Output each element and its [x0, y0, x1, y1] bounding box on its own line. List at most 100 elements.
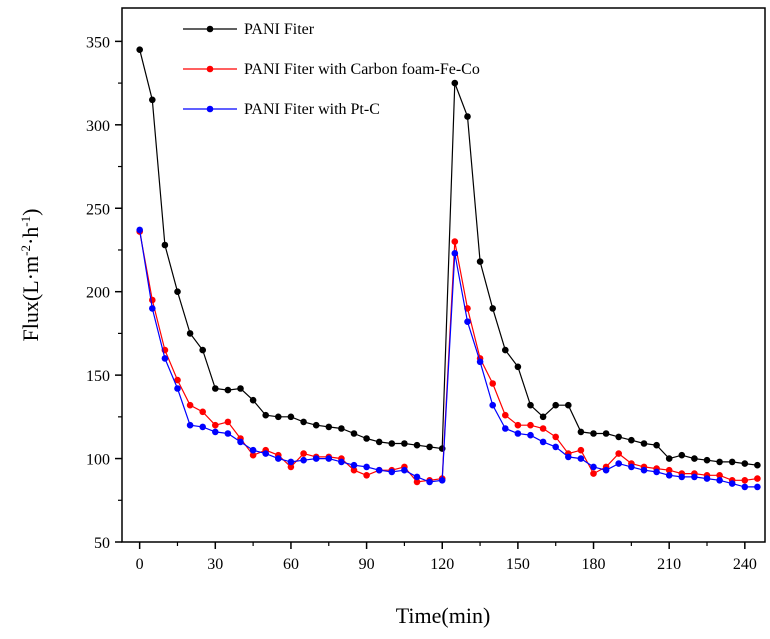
data-point [628, 463, 635, 471]
data-point [149, 96, 156, 104]
data-point [237, 438, 244, 446]
data-point [653, 468, 660, 476]
data-point [728, 480, 736, 487]
data-point [678, 451, 686, 459]
y-tick-label: 200 [86, 285, 110, 302]
data-point [312, 421, 320, 429]
data-point [287, 463, 295, 471]
data-point [161, 355, 169, 362]
data-point [703, 475, 711, 482]
data-point [212, 421, 219, 429]
data-point [565, 401, 572, 409]
data-point [249, 451, 257, 459]
data-point [552, 401, 559, 409]
y-tick-label: 100 [86, 452, 110, 469]
data-point [350, 466, 358, 474]
data-point [476, 358, 484, 366]
data-point [149, 305, 156, 312]
data-point [716, 477, 723, 484]
y-axis-title: Flux(L·m-2·h-1) [18, 209, 43, 342]
data-point [615, 460, 622, 467]
data-point [350, 430, 358, 437]
y-tick-label: 250 [86, 201, 110, 218]
data-point [413, 473, 421, 481]
data-point [212, 385, 219, 392]
data-point [464, 113, 471, 120]
data-point [363, 472, 370, 479]
data-point [287, 458, 295, 466]
y-axis-title-sup1: -2 [18, 245, 33, 256]
data-point [741, 460, 749, 467]
data-point [426, 443, 433, 451]
data-point [754, 483, 761, 491]
x-tick-label: 210 [657, 556, 681, 573]
data-point [401, 466, 408, 474]
data-point [489, 305, 497, 312]
data-point [590, 463, 597, 471]
data-point [262, 411, 270, 419]
data-point [186, 330, 194, 337]
data-point [136, 46, 143, 53]
data-point [590, 430, 597, 437]
data-point [716, 458, 723, 466]
data-point [375, 466, 383, 474]
x-tick-label: 60 [283, 556, 299, 573]
legend-label: PANI Fiter with Carbon foam-Fe-Co [244, 61, 480, 78]
data-point [628, 436, 635, 444]
series-line [139, 49, 758, 466]
x-tick-label: 240 [733, 556, 757, 573]
x-tick-label: 0 [136, 556, 144, 573]
y-tick-label: 350 [86, 34, 110, 51]
data-point [338, 425, 345, 432]
legend-marker [206, 105, 214, 113]
y-axis-title-sup2: -1 [18, 216, 33, 227]
data-point [703, 456, 711, 464]
data-point [174, 376, 181, 384]
data-point [350, 461, 358, 469]
data-point [678, 473, 686, 481]
data-point [552, 443, 559, 451]
data-point [653, 441, 660, 449]
data-point [237, 385, 244, 392]
data-point [476, 258, 484, 265]
data-point [502, 425, 509, 432]
data-point [527, 421, 534, 429]
data-point [300, 418, 307, 426]
y-axis-title-mid: ·h [18, 227, 43, 245]
data-point [224, 418, 232, 426]
data-point [401, 440, 408, 447]
data-point [615, 433, 622, 441]
data-point [426, 478, 433, 486]
y-tick-label: 150 [86, 368, 110, 385]
data-point [539, 413, 547, 421]
data-point [312, 455, 320, 462]
data-point [338, 458, 345, 466]
legend-item: PANI Fiter [183, 21, 315, 38]
data-point [375, 438, 383, 446]
data-point [514, 363, 522, 371]
data-point [249, 396, 257, 404]
data-point [451, 250, 459, 257]
data-point [451, 238, 459, 245]
legend-label: PANI Fiter [244, 21, 315, 38]
data-point [388, 440, 396, 447]
data-point [539, 425, 547, 432]
series-1 [136, 46, 761, 469]
data-point [602, 466, 610, 474]
data-point [489, 380, 497, 387]
data-point [577, 455, 585, 462]
data-point [754, 461, 761, 469]
data-point [716, 472, 723, 479]
data-point [502, 346, 509, 354]
data-point [665, 472, 673, 479]
data-point [199, 346, 206, 354]
y-tick-label: 50 [94, 535, 110, 552]
y-tick-label: 300 [86, 118, 110, 135]
data-point [577, 428, 585, 436]
x-tick-label: 150 [506, 556, 530, 573]
data-point [325, 455, 333, 462]
legend-item: PANI Fiter with Carbon foam-Fe-Co [183, 61, 480, 78]
data-point [438, 477, 446, 484]
data-point [174, 288, 181, 296]
